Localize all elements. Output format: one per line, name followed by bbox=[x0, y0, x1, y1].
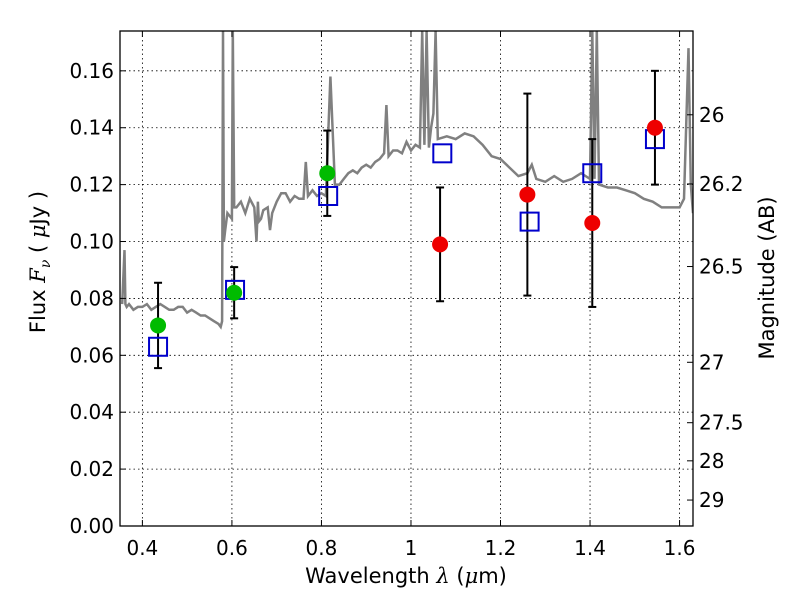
model-square-point bbox=[318, 186, 339, 206]
x-tick-labels: 0.4 0.6 0.8 1 1.2 1.4 1.6 bbox=[126, 536, 695, 560]
model-squares bbox=[148, 129, 665, 357]
grid bbox=[120, 31, 693, 527]
magnitude-tick-label: 29 bbox=[699, 488, 724, 512]
magnitude-tick-label: 26 bbox=[699, 103, 724, 127]
x-tick-label: 0.6 bbox=[216, 536, 248, 560]
x-tick-label: 1 bbox=[405, 536, 418, 560]
detected-point bbox=[319, 165, 336, 182]
detected-point bbox=[226, 284, 243, 301]
y-tick-label: 0.14 bbox=[69, 116, 114, 140]
y-tick-label: 0.12 bbox=[69, 173, 114, 197]
axis-ticks bbox=[120, 31, 693, 527]
nondetected-point bbox=[646, 119, 663, 136]
model-square-point bbox=[519, 211, 540, 232]
y-tick-label: 0.16 bbox=[69, 59, 114, 83]
x-tick-label: 1.2 bbox=[485, 536, 517, 560]
x-tick-label: 1.6 bbox=[664, 536, 696, 560]
y-tick-labels: 0.00 0.02 0.04 0.06 0.08 0.10 0.12 0.14 0.16 bbox=[69, 59, 114, 538]
nondetected-point bbox=[584, 215, 601, 232]
magnitude-tick-label: 28 bbox=[699, 449, 724, 473]
y-tick-label: 0.00 bbox=[69, 514, 114, 538]
nondetected-point bbox=[519, 186, 536, 203]
plot-frame bbox=[119, 30, 694, 527]
y-tick-label: 0.04 bbox=[69, 400, 114, 424]
magnitude-tick-labels: 26 26.2 26.5 27 27.5 28 29 bbox=[699, 103, 744, 512]
x-tick-label: 1.4 bbox=[574, 536, 606, 560]
y-tick-label: 0.02 bbox=[69, 457, 114, 481]
magnitude-tick-label: 26.2 bbox=[699, 172, 744, 196]
magnitude-tick-label: 26.5 bbox=[699, 255, 744, 279]
observed-dots bbox=[150, 119, 663, 334]
model-square-point bbox=[582, 163, 603, 184]
x-tick-label: 0.8 bbox=[306, 536, 338, 560]
y-tick-label: 0.08 bbox=[69, 286, 114, 310]
y-axis-right-title: Magnitude (AB) bbox=[755, 196, 779, 359]
magnitude-tick-label: 27 bbox=[699, 350, 724, 374]
y-tick-label: 0.06 bbox=[69, 343, 114, 367]
detected-point bbox=[150, 317, 167, 334]
x-axis-title: Wavelength λ (μm) bbox=[305, 564, 507, 588]
magnitude-tick-label: 27.5 bbox=[699, 411, 744, 435]
nondetected-point bbox=[432, 236, 449, 253]
y-axis-title: Flux Fν ( μJy ) bbox=[26, 191, 54, 333]
model-square-point bbox=[432, 143, 453, 164]
error-bars bbox=[154, 69, 659, 370]
model-square-point bbox=[148, 336, 169, 357]
spectrum-line bbox=[120, 31, 693, 330]
x-tick-label: 0.4 bbox=[126, 536, 158, 560]
y-tick-label: 0.10 bbox=[69, 230, 114, 254]
